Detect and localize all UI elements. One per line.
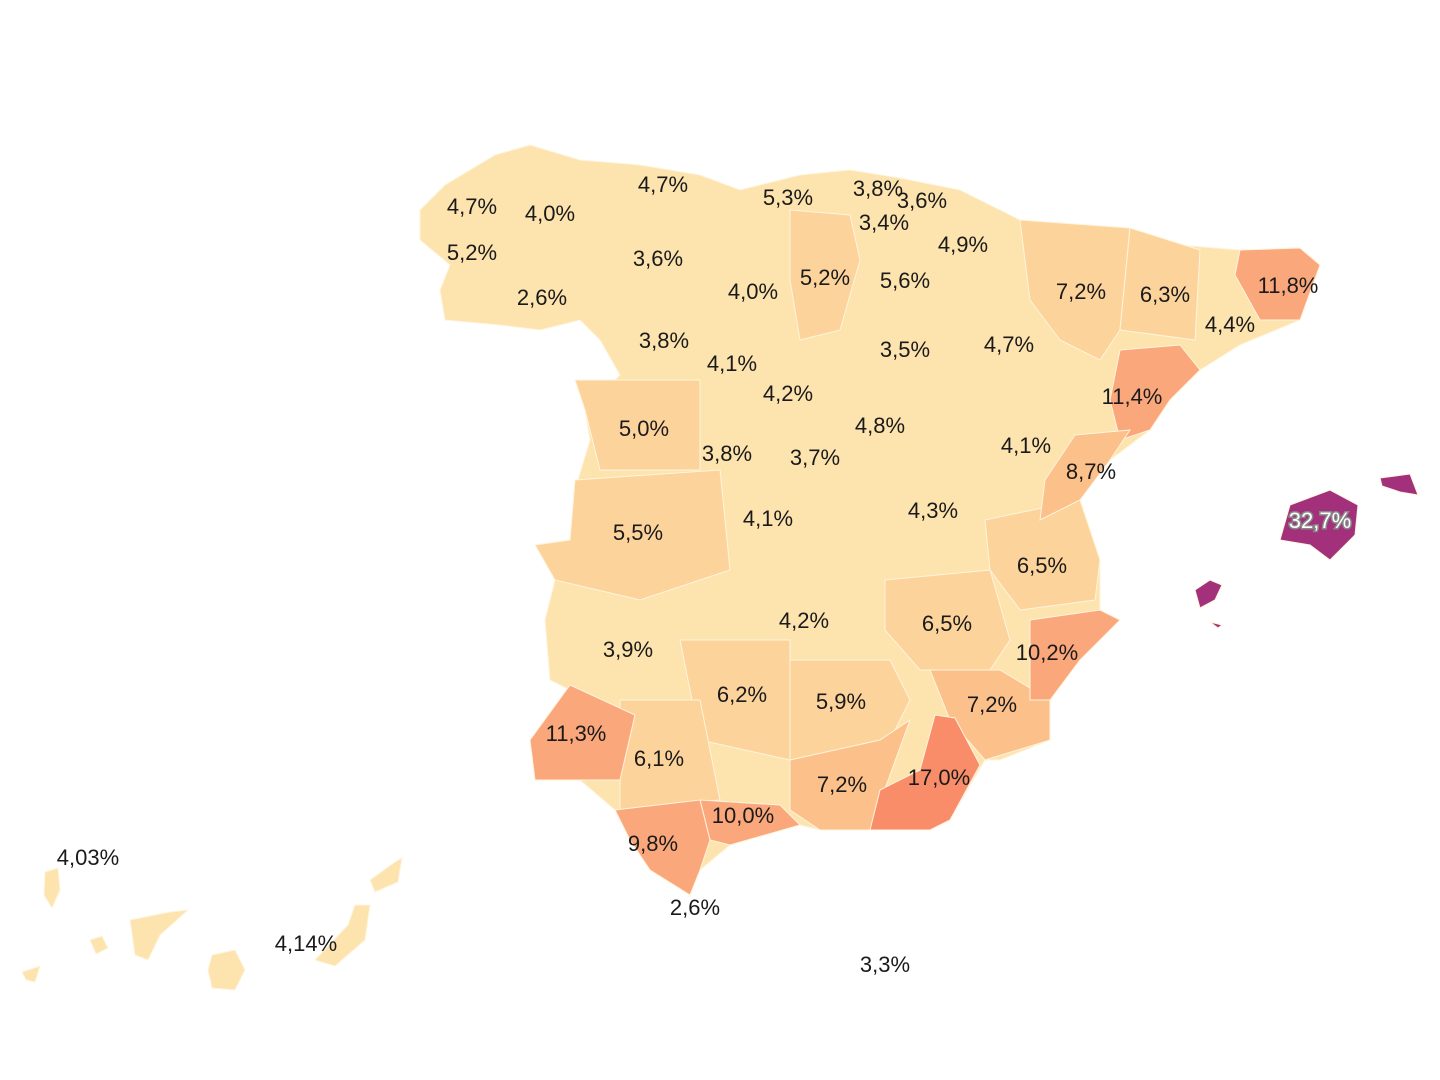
region-value-label: 5,0%: [619, 416, 669, 441]
region-value-label: 5,3%: [763, 185, 813, 210]
region-value-label: 3,3%: [860, 952, 910, 977]
region-value-label: 4,2%: [763, 381, 813, 406]
region-tarragona: [1109, 344, 1201, 441]
region-value-label: 5,2%: [800, 265, 850, 290]
region-value-label: 5,5%: [613, 520, 663, 545]
region-value-label: 5,6%: [880, 268, 930, 293]
island-la-palma: [43, 867, 61, 910]
region-value-label: 7,2%: [1056, 279, 1106, 304]
region-castellon: [1039, 429, 1131, 521]
region-value-label: 3,5%: [880, 337, 930, 362]
region-cadiz: [614, 799, 711, 896]
region-value-label: 3,6%: [897, 188, 947, 213]
region-value-label: 7,2%: [817, 772, 867, 797]
region-alicante: [1029, 609, 1121, 701]
region-almeria: [869, 714, 981, 831]
region-value-label: 10,0%: [712, 803, 774, 828]
map-shapes: [21, 144, 1419, 991]
region-value-label: 4,14%: [275, 931, 337, 956]
region-value-label: 4,7%: [638, 172, 688, 197]
island-menorca: [1379, 473, 1419, 496]
region-lleida: [1119, 227, 1201, 341]
region-burgos: [789, 209, 861, 341]
region-value-label: 3,6%: [633, 246, 683, 271]
island-fuerteventura: [314, 904, 371, 967]
island-la-gomera: [89, 935, 109, 955]
region-value-label: 4,7%: [447, 194, 497, 219]
region-value-label: 3,8%: [853, 176, 903, 201]
region-value-label: 4,0%: [728, 279, 778, 304]
region-value-label: 5,9%: [816, 689, 866, 714]
region-value-label: 3,8%: [639, 328, 689, 353]
region-value-label: 10,2%: [1016, 640, 1078, 665]
region-value-label: 11,3%: [546, 721, 607, 746]
island-el-hierro: [21, 965, 41, 983]
region-value-label: 4,3%: [908, 498, 958, 523]
region-value-label: 6,3%: [1140, 282, 1190, 307]
region-value-label: 17,0%: [908, 765, 970, 790]
region-value-label: 3,7%: [790, 445, 840, 470]
region-value-label: 6,5%: [1017, 553, 1067, 578]
region-value-label: 2,6%: [517, 285, 567, 310]
region-value-label: 11,8%: [1258, 273, 1319, 298]
island-mallorca: [1279, 489, 1359, 561]
region-value-label: 32,7%: [1289, 508, 1351, 533]
region-value-label: 3,9%: [603, 637, 653, 662]
region-caceres: [534, 469, 731, 601]
region-value-label: 4,2%: [779, 608, 829, 633]
region-value-label: 7,2%: [967, 692, 1017, 717]
region-value-label: 6,5%: [922, 611, 972, 636]
region-value-label: 6,2%: [717, 682, 767, 707]
region-value-label: 4,7%: [984, 332, 1034, 357]
region-value-label: 4,1%: [743, 506, 793, 531]
island-tenerife: [129, 909, 190, 961]
region-huelva: [529, 684, 636, 781]
region-girona: [1234, 247, 1321, 321]
region-value-label: 4,1%: [707, 351, 757, 376]
region-value-label: 3,8%: [702, 441, 752, 466]
region-value-label: 5,2%: [447, 240, 497, 265]
island-formentera: [1209, 621, 1224, 629]
region-value-label: 9,8%: [628, 831, 678, 856]
region-value-label: 4,03%: [57, 845, 119, 870]
region-value-label: 6,1%: [634, 746, 684, 771]
region-value-label: 4,8%: [855, 413, 905, 438]
region-value-label: 11,4%: [1102, 384, 1163, 409]
region-salamanca: [574, 379, 701, 471]
region-value-label: 3,4%: [859, 210, 909, 235]
island-gran-canaria: [207, 949, 246, 991]
map-labels: 4,7% 4,0%5,2%2,6%4,7%3,6%5,3% 3,8%3,6%3,4%…: [57, 172, 1353, 977]
island-lanzarote: [369, 857, 403, 893]
region-value-label: 4,0%: [525, 201, 575, 226]
region-value-label: 4,1%: [1001, 433, 1051, 458]
region-value-label: 2,6%: [670, 895, 720, 920]
region-value-label: 4,4%: [1205, 312, 1255, 337]
island-ibiza: [1194, 579, 1223, 609]
region-value-label: 4,9%: [938, 232, 988, 257]
region-value-label: 8,7%: [1066, 459, 1116, 484]
